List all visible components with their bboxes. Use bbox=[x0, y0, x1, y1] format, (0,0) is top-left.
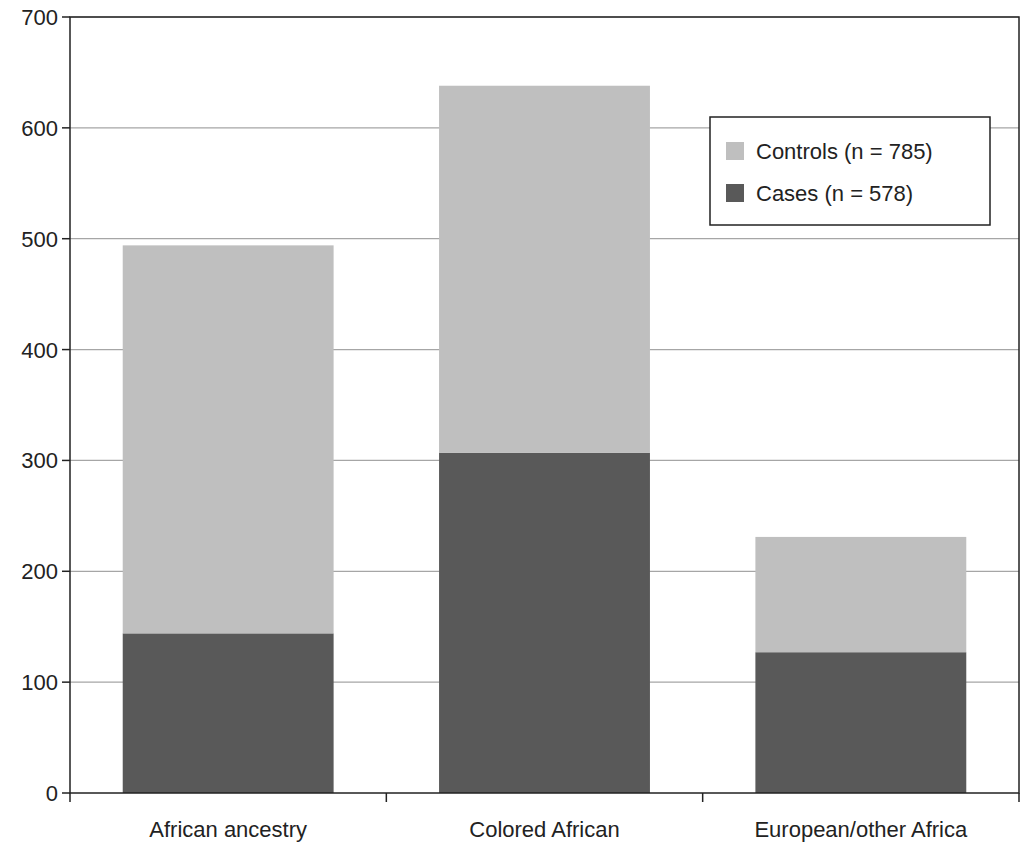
chart-svg: 0 100 200 300 400 500 600 700 African ancestry Co… bbox=[0, 0, 1021, 846]
bar bbox=[123, 245, 334, 633]
legend-box bbox=[710, 117, 990, 225]
y-tick bbox=[62, 460, 70, 462]
bars bbox=[123, 86, 967, 793]
legend-label: Controls (n = 785) bbox=[756, 139, 933, 164]
x-tick-label: Colored African bbox=[469, 817, 619, 842]
bar bbox=[439, 86, 650, 453]
bar bbox=[123, 633, 334, 793]
y-tick bbox=[62, 571, 70, 573]
bar bbox=[755, 537, 966, 652]
bar bbox=[439, 453, 650, 793]
x-tick bbox=[702, 793, 704, 802]
x-tick bbox=[69, 793, 71, 802]
y-tick bbox=[62, 127, 70, 129]
legend-swatch bbox=[726, 142, 744, 160]
chart-container: 0 100 200 300 400 500 600 700 African ancestry Co… bbox=[0, 0, 1021, 846]
plot-frame bbox=[70, 17, 1019, 793]
y-tick-label: 600 bbox=[21, 116, 58, 141]
y-tick bbox=[62, 792, 70, 794]
y-tick bbox=[62, 681, 70, 683]
y-tick-label: 300 bbox=[21, 448, 58, 473]
x-tick-label: African ancestry bbox=[149, 817, 307, 842]
y-tick-label: 400 bbox=[21, 338, 58, 363]
y-tick bbox=[62, 349, 70, 351]
y-tick-label: 200 bbox=[21, 559, 58, 584]
y-tick-label: 0 bbox=[46, 781, 58, 806]
y-tick-label: 100 bbox=[21, 670, 58, 695]
y-tick-label: 500 bbox=[21, 227, 58, 252]
x-tick-label: European/other Africa bbox=[754, 817, 968, 842]
legend-swatch bbox=[726, 184, 744, 202]
y-tick-label: 700 bbox=[21, 5, 58, 30]
bar bbox=[755, 652, 966, 793]
x-tick bbox=[1018, 793, 1020, 802]
legend-label: Cases (n = 578) bbox=[756, 181, 913, 206]
y-tick bbox=[62, 238, 70, 240]
y-tick bbox=[62, 16, 70, 18]
x-tick bbox=[386, 793, 388, 802]
